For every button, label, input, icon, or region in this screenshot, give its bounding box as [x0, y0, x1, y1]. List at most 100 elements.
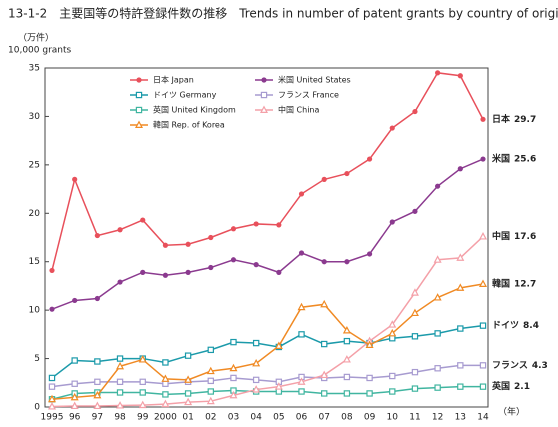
end-label-name: 日本	[492, 113, 511, 125]
data-point	[208, 264, 214, 271]
x-tick-label: 09	[364, 413, 376, 423]
data-point	[185, 241, 191, 247]
x-tick-label: 02	[205, 413, 216, 423]
data-point	[253, 221, 259, 227]
data-point	[389, 388, 396, 395]
data-point	[140, 269, 146, 275]
data-point	[297, 302, 306, 311]
y-tick-label: 35	[29, 64, 40, 74]
x-tick-label: 2000	[154, 413, 177, 423]
data-point	[94, 295, 100, 302]
data-point	[320, 299, 329, 308]
data-point	[479, 322, 487, 329]
data-point	[138, 355, 147, 363]
legend-label: ドイツ Germany	[153, 91, 217, 100]
x-tick-label: 99	[137, 413, 149, 423]
data-point	[116, 378, 124, 386]
y-tick-label: 0	[34, 403, 40, 413]
data-point	[321, 259, 327, 265]
data-point	[162, 242, 169, 248]
data-point	[140, 217, 146, 223]
data-point	[480, 116, 486, 122]
data-point	[343, 337, 351, 345]
x-tick-label: 1995	[41, 413, 64, 423]
data-point	[185, 269, 191, 275]
data-point	[480, 156, 486, 162]
data-point	[72, 176, 78, 182]
x-tick-label: 98	[114, 413, 126, 423]
data-point	[321, 176, 327, 182]
data-point	[343, 390, 351, 397]
data-point	[321, 390, 328, 397]
series-line	[51, 364, 483, 388]
data-point	[478, 279, 488, 287]
data-point	[117, 227, 123, 233]
end-label-name: 英国	[491, 380, 510, 392]
y-tick-label: 30	[29, 112, 41, 122]
end-label-name: フランス	[492, 360, 528, 371]
x-tick-label: 03	[228, 413, 239, 423]
data-point	[93, 390, 102, 399]
legend-marker	[260, 91, 268, 99]
legend-marker	[135, 106, 143, 114]
data-point	[389, 335, 396, 342]
data-point	[366, 390, 373, 397]
data-point	[298, 250, 305, 256]
plot-frame	[44, 67, 489, 408]
x-tick-label: 04	[250, 413, 262, 423]
legend-label: 韓国 Rep. of Korea	[153, 120, 225, 130]
data-point	[478, 232, 488, 240]
value-label: 12.7	[514, 279, 536, 289]
data-point	[366, 156, 373, 162]
x-tick-label: 08	[341, 413, 353, 423]
data-point	[139, 378, 146, 386]
data-point	[457, 73, 463, 79]
data-point	[388, 328, 397, 337]
data-point	[48, 374, 56, 382]
data-point	[184, 397, 193, 406]
x-axis-label: （年）	[498, 406, 525, 418]
x-tick-label: 12	[432, 413, 443, 423]
data-point	[411, 333, 419, 340]
data-point	[479, 362, 487, 369]
x-tick-label: 13	[455, 413, 466, 423]
data-point	[298, 331, 305, 338]
series-line	[51, 283, 484, 400]
data-point	[298, 191, 305, 197]
series-line	[51, 72, 484, 271]
legend-marker	[134, 120, 144, 129]
data-point	[457, 362, 464, 369]
data-point	[434, 330, 441, 337]
data-point	[252, 385, 261, 393]
data-point	[457, 325, 464, 332]
data-point	[276, 222, 282, 228]
value-label: 2.1	[514, 382, 530, 392]
data-point	[206, 396, 215, 405]
y-axis-label: （万件）	[18, 32, 54, 44]
legend-label: 日本 Japan	[153, 75, 194, 85]
data-point	[321, 340, 328, 348]
chart-title: 13-1-2 主要国等の特許登録件数の推移 Trends in number o…	[8, 6, 558, 21]
data-point	[388, 320, 397, 328]
series-line	[51, 324, 484, 379]
data-point	[71, 380, 78, 387]
value-label: 4.3	[532, 361, 548, 371]
data-point	[411, 385, 419, 392]
data-point	[207, 388, 214, 395]
data-point	[410, 308, 419, 317]
data-point	[343, 373, 351, 381]
data-point	[344, 259, 350, 265]
data-point	[70, 392, 79, 401]
data-point	[94, 232, 100, 239]
data-point	[389, 125, 395, 131]
data-point	[433, 293, 442, 301]
legend-marker	[259, 105, 269, 114]
data-point	[229, 390, 238, 399]
data-point	[162, 380, 169, 387]
data-point	[274, 382, 283, 390]
data-point	[366, 251, 373, 257]
data-point	[184, 352, 192, 359]
value-label: 25.6	[514, 155, 536, 165]
data-point	[434, 384, 441, 391]
